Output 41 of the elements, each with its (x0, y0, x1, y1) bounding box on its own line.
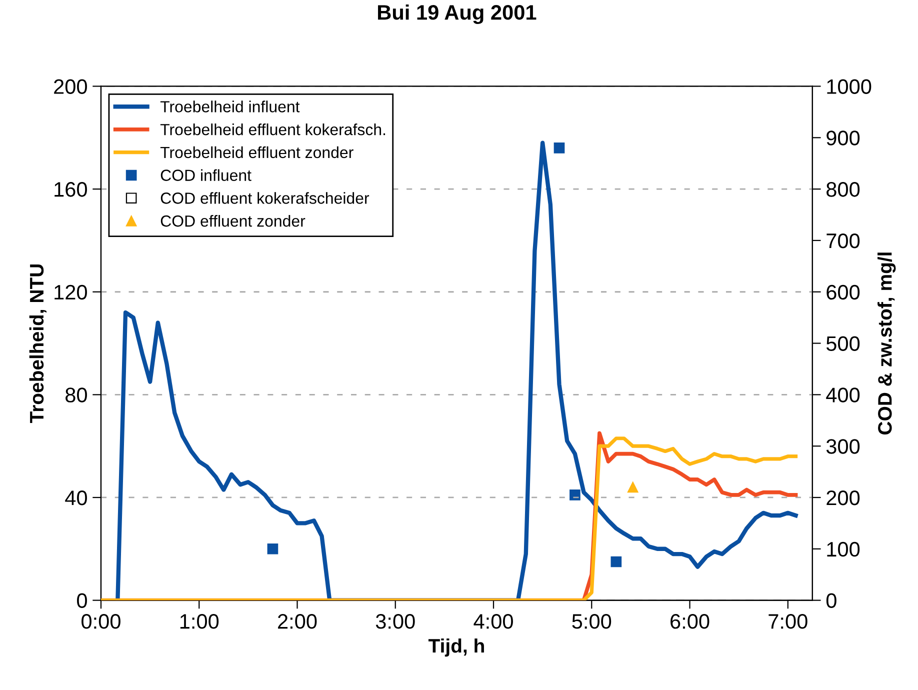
legend-label: COD effluent kokerafscheider (160, 192, 370, 204)
x-tick-label: 5:00 (572, 614, 612, 629)
y2-tick-label: 1000 (827, 79, 872, 94)
y2-tick-label: 400 (826, 388, 860, 402)
y-tick-label: 160 (54, 182, 87, 197)
y-tick-label: 80 (66, 388, 87, 402)
x-tick-label: 1:00 (180, 614, 219, 629)
x-tick-label: 7:00 (768, 614, 808, 629)
x-tick-label: 4:00 (474, 614, 513, 629)
y2-tick-label: 800 (826, 182, 860, 197)
y2-tick-label: 0 (826, 593, 836, 608)
y-tick-label: 200 (54, 79, 87, 94)
legend-label: Troebelheid effluent kokerafsch. (160, 124, 386, 136)
point (610, 556, 622, 568)
legend-label: Troebelheid effluent zonder (160, 146, 354, 158)
y2-tick-label: 200 (826, 490, 860, 506)
point (627, 482, 638, 493)
legend-label: COD influent (160, 169, 252, 181)
y2-tick-label: 300 (826, 439, 860, 454)
y2-tick-label: 900 (826, 130, 860, 146)
point (570, 490, 580, 500)
y-tick-label: 120 (54, 284, 87, 300)
y-axis-title: Troebelheid, NTU (29, 264, 46, 423)
point (554, 142, 565, 154)
chart-title: Bui 19 Aug 2001 (378, 4, 536, 24)
y-tick-label: 0 (77, 593, 87, 608)
y2-tick-label: 600 (826, 284, 860, 300)
y2-axis-title: COD & zw.stof, mg/l (878, 252, 896, 434)
y2-tick-label: 700 (826, 233, 860, 248)
x-tick-label: 0:00 (82, 614, 120, 629)
y-tick-label: 40 (65, 490, 87, 506)
y2-tick-label: 100 (827, 542, 860, 557)
point (267, 543, 278, 554)
x-tick-label: 2:00 (278, 614, 317, 629)
y2-tick-label: 500 (826, 336, 860, 352)
x-axis-title: Tijd, h (428, 638, 484, 657)
legend-label: COD effluent zonder (160, 215, 306, 227)
x-tick-label: 6:00 (670, 614, 710, 629)
legend-label: Troebelheid influent (160, 100, 300, 112)
line-series (116, 140, 798, 600)
x-tick-label: 3:00 (376, 614, 415, 629)
